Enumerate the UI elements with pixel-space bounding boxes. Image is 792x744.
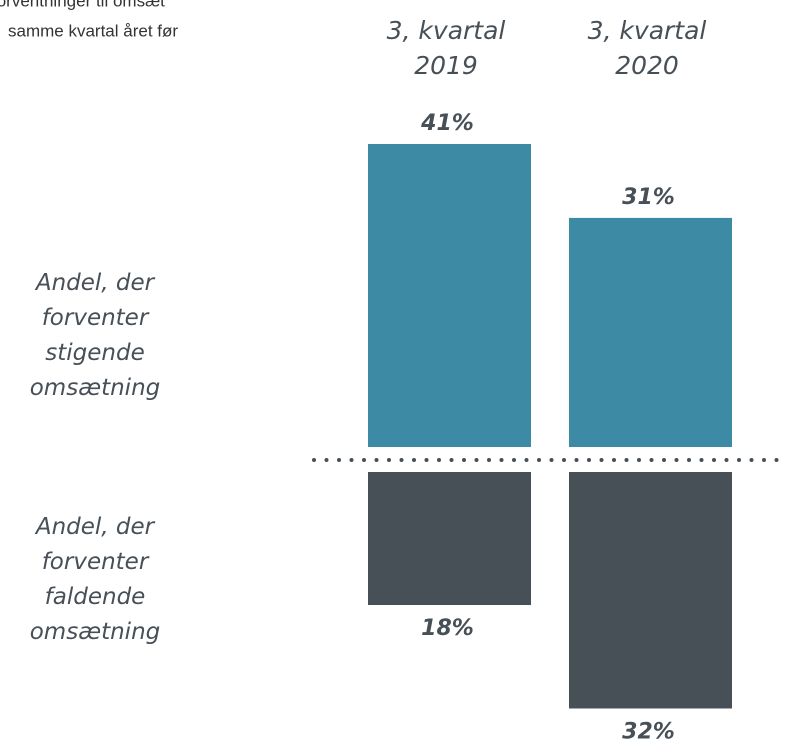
- row-label: Andel, der forventer faldende omsætning: [30, 514, 161, 645]
- bar: [368, 144, 531, 447]
- column-label: 3, kvartal 2020: [588, 16, 707, 80]
- value-label: 32%: [622, 719, 675, 744]
- value-label: 41%: [420, 111, 474, 136]
- row-label: Andel, der forventer stigende omsætning: [30, 270, 161, 401]
- value-label: 18%: [421, 616, 474, 641]
- bar: [569, 217, 732, 447]
- bar: [368, 472, 531, 606]
- value-label: 31%: [622, 185, 675, 210]
- column-label: 3, kvartal 2019: [387, 16, 506, 80]
- bar: [569, 472, 732, 709]
- chart-subtitle: samme kvartal året før: [8, 21, 178, 40]
- chart-title: forventninger til omsæt: [0, 0, 165, 10]
